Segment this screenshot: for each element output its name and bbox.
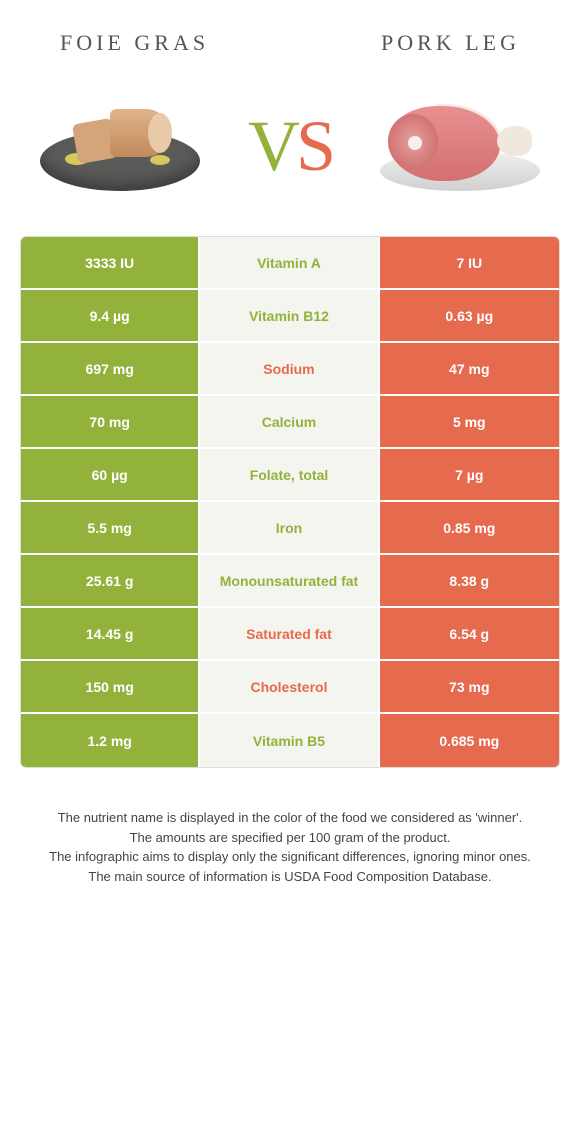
right-value: 7 IU	[380, 237, 559, 288]
footer-line-3: The infographic aims to display only the…	[40, 847, 540, 867]
nutrient-name: Folate, total	[200, 449, 379, 500]
nutrient-name: Vitamin A	[200, 237, 379, 288]
table-row: 150 mgCholesterol73 mg	[21, 661, 559, 714]
nutrient-name: Cholesterol	[200, 661, 379, 712]
right-value: 0.685 mg	[380, 714, 559, 767]
left-value: 14.45 g	[21, 608, 200, 659]
nutrient-name: Monounsaturated fat	[200, 555, 379, 606]
nutrient-name: Iron	[200, 502, 379, 553]
comparison-header: Foie gras Pork leg	[20, 20, 560, 76]
left-food-title: Foie gras	[60, 30, 209, 56]
footer-line-1: The nutrient name is displayed in the co…	[40, 808, 540, 828]
table-row: 5.5 mgIron0.85 mg	[21, 502, 559, 555]
left-value: 1.2 mg	[21, 714, 200, 767]
vs-v: V	[248, 105, 296, 188]
vs-row: V S	[20, 76, 560, 236]
left-value: 3333 IU	[21, 237, 200, 288]
right-value: 73 mg	[380, 661, 559, 712]
table-row: 697 mgSodium47 mg	[21, 343, 559, 396]
left-value: 9.4 µg	[21, 290, 200, 341]
right-value: 8.38 g	[380, 555, 559, 606]
left-value: 60 µg	[21, 449, 200, 500]
right-value: 0.63 µg	[380, 290, 559, 341]
vs-label: V S	[248, 105, 332, 188]
right-value: 6.54 g	[380, 608, 559, 659]
table-row: 9.4 µgVitamin B120.63 µg	[21, 290, 559, 343]
footer-notes: The nutrient name is displayed in the co…	[20, 768, 560, 886]
right-value: 0.85 mg	[380, 502, 559, 553]
pork-leg-image	[375, 86, 545, 206]
table-row: 3333 IUVitamin A7 IU	[21, 237, 559, 290]
right-value: 5 mg	[380, 396, 559, 447]
footer-line-2: The amounts are specified per 100 gram o…	[40, 828, 540, 848]
table-row: 60 µgFolate, total7 µg	[21, 449, 559, 502]
vs-s: S	[296, 105, 332, 188]
nutrient-name: Calcium	[200, 396, 379, 447]
right-food-title: Pork leg	[381, 30, 520, 56]
nutrient-table: 3333 IUVitamin A7 IU9.4 µgVitamin B120.6…	[20, 236, 560, 768]
nutrient-name: Sodium	[200, 343, 379, 394]
left-value: 25.61 g	[21, 555, 200, 606]
nutrient-name: Vitamin B12	[200, 290, 379, 341]
table-row: 25.61 gMonounsaturated fat8.38 g	[21, 555, 559, 608]
right-value: 7 µg	[380, 449, 559, 500]
right-value: 47 mg	[380, 343, 559, 394]
table-row: 14.45 gSaturated fat6.54 g	[21, 608, 559, 661]
left-value: 5.5 mg	[21, 502, 200, 553]
left-value: 150 mg	[21, 661, 200, 712]
foie-gras-image	[35, 86, 205, 206]
table-row: 70 mgCalcium5 mg	[21, 396, 559, 449]
nutrient-name: Saturated fat	[200, 608, 379, 659]
left-value: 70 mg	[21, 396, 200, 447]
footer-line-4: The main source of information is USDA F…	[40, 867, 540, 887]
table-row: 1.2 mgVitamin B50.685 mg	[21, 714, 559, 767]
left-value: 697 mg	[21, 343, 200, 394]
nutrient-name: Vitamin B5	[200, 714, 379, 767]
